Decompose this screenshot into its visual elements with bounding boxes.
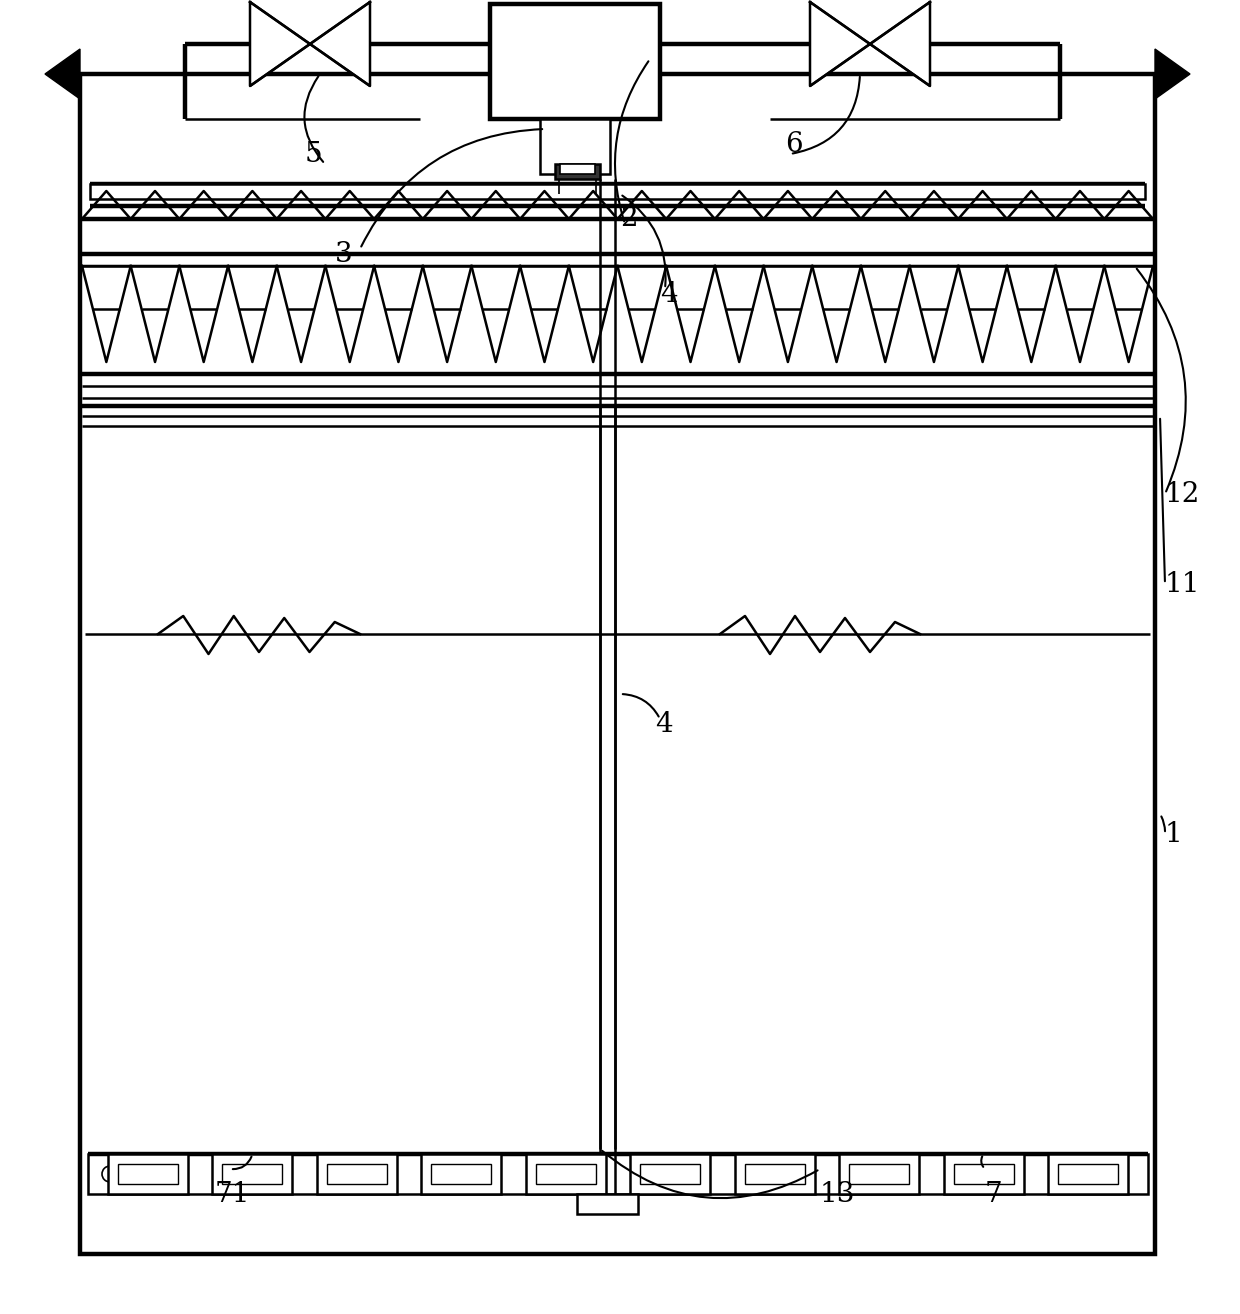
Text: 6: 6 [785, 130, 802, 158]
Text: 4: 4 [655, 711, 672, 737]
Bar [630, 1154, 711, 1194]
Bar [944, 1154, 1023, 1194]
Bar [327, 1164, 387, 1184]
Bar [91, 184, 1145, 198]
Bar [118, 1164, 179, 1184]
Bar [317, 1154, 397, 1194]
Bar [526, 1154, 606, 1194]
Bar [432, 1164, 491, 1184]
Text: 1: 1 [1166, 820, 1183, 848]
Polygon shape [870, 3, 930, 85]
Bar [1058, 1164, 1118, 1184]
Polygon shape [45, 49, 81, 99]
Text: 5: 5 [305, 141, 322, 167]
Bar [490, 4, 660, 120]
Text: 2: 2 [620, 205, 637, 233]
Text: 12: 12 [1166, 481, 1200, 507]
Polygon shape [810, 3, 870, 85]
Text: 11: 11 [1166, 570, 1200, 598]
Bar [1048, 1154, 1128, 1194]
Polygon shape [250, 3, 310, 85]
Bar [422, 1154, 501, 1194]
Bar [108, 1154, 188, 1194]
Bar [577, 1194, 639, 1214]
Polygon shape [310, 3, 370, 85]
Bar [212, 1154, 293, 1194]
Bar [81, 74, 1154, 1254]
Text: 3: 3 [335, 240, 352, 268]
Bar [734, 1154, 815, 1194]
Bar [539, 120, 610, 173]
Bar [556, 164, 600, 179]
Bar [222, 1164, 283, 1184]
Text: 7: 7 [985, 1180, 1003, 1208]
Bar [560, 164, 595, 173]
Bar [88, 1154, 1148, 1194]
Bar [640, 1164, 701, 1184]
Text: 71: 71 [215, 1180, 250, 1208]
Text: 13: 13 [820, 1180, 856, 1208]
Bar [849, 1164, 909, 1184]
Bar [536, 1164, 595, 1184]
Bar [745, 1164, 805, 1184]
Bar [954, 1164, 1013, 1184]
Polygon shape [1154, 49, 1190, 99]
Bar [839, 1154, 919, 1194]
Text: 4: 4 [660, 280, 677, 307]
